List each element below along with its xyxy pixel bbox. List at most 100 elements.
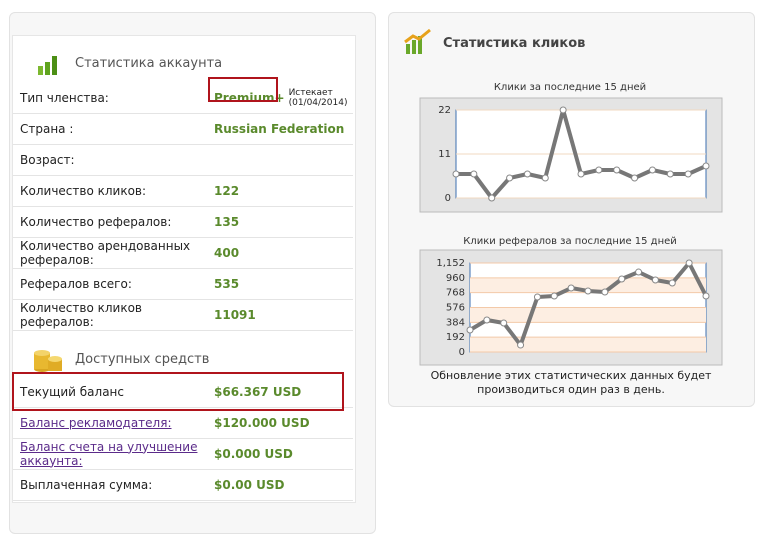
data-point [541, 174, 549, 182]
row: Количество кликов рефералов: 11091 [13, 299, 353, 331]
chart-title: Клики рефералов за последние 15 дней [463, 236, 677, 247]
data-point [584, 287, 592, 295]
row: Возраст: [13, 144, 353, 176]
row: Выплаченная сумма: $0.00 USD [13, 469, 353, 501]
data-point [618, 275, 626, 283]
y-tick-label: 384 [446, 317, 465, 328]
value-text: 11091 [214, 307, 256, 322]
row: Количество рефералов: 135 [13, 206, 353, 238]
row: Баланс рекламодателя: $120.000 USD [13, 407, 353, 439]
row-label: Количество кликов: [20, 183, 147, 198]
row-value: $120.000 USD [214, 407, 310, 438]
grid-band [470, 337, 706, 352]
data-point [702, 162, 710, 170]
chart-icon [404, 28, 431, 54]
data-point [666, 170, 674, 178]
data-point [506, 174, 514, 182]
value-text: Russian Federation [214, 121, 345, 136]
data-point [466, 326, 474, 334]
row-value: 400 [214, 237, 239, 268]
row: Страна : Russian Federation [13, 113, 353, 145]
coins-icon [34, 350, 62, 372]
data-point [684, 170, 692, 178]
data-point [635, 268, 643, 276]
row: Баланс счета на улучшение аккаунта: $0.00… [13, 438, 353, 470]
data-point [523, 170, 531, 178]
grid-band [470, 277, 706, 293]
data-point [488, 194, 496, 202]
data-point [595, 166, 603, 174]
row-label: Выплаченная сумма: [20, 477, 153, 492]
value-text: 122 [214, 183, 240, 198]
y-tick-label: 0 [459, 347, 465, 358]
data-point [533, 293, 541, 301]
row: Количество кликов: 122 [13, 175, 353, 207]
y-tick-label: 22 [438, 105, 451, 116]
data-point [470, 170, 478, 178]
y-tick-label: 768 [446, 288, 465, 299]
account-title: Статистика аккаунта [75, 56, 223, 71]
row-label: Рефералов всего: [20, 276, 132, 291]
row-label: Количество рефералов: [20, 214, 172, 229]
data-point [668, 279, 676, 287]
data-point [601, 288, 609, 296]
value-text: $66.367 USD [214, 384, 302, 399]
value-text: $120.000 USD [214, 415, 310, 430]
row: Количество арендованных рефералов: 400 [13, 237, 353, 269]
value-text: 535 [214, 276, 240, 291]
row-label: Количество кликов рефералов: [20, 300, 142, 329]
data-point [517, 341, 525, 349]
row-label[interactable]: Баланс рекламодателя: [20, 415, 172, 430]
value-text: $0.000 USD [214, 446, 293, 461]
data-point [613, 166, 621, 174]
data-point [651, 276, 659, 284]
row-value: 11091 [214, 299, 256, 330]
data-point [483, 316, 491, 324]
value-text: 400 [214, 245, 240, 260]
highlight-box [208, 77, 278, 102]
y-tick-label: 1,152 [436, 258, 465, 269]
data-point [577, 170, 585, 178]
row: Текущий баланс $66.367 USD [13, 376, 353, 408]
y-tick-label: 11 [438, 149, 451, 160]
data-point [559, 106, 567, 114]
chart-title: Клики за последние 15 дней [494, 82, 646, 93]
data-point [648, 166, 656, 174]
y-tick-label: 192 [446, 332, 465, 343]
row-label: Страна : [20, 121, 74, 136]
row: Тип членства: Premium+ Истекает (01/04/201… [13, 82, 353, 114]
highlight-box [12, 372, 344, 411]
row-value: 535 [214, 268, 239, 299]
row-value: Russian Federation [214, 113, 344, 144]
stats-icon [38, 56, 57, 75]
value-text: 135 [214, 214, 240, 229]
row-value: $0.000 USD [214, 438, 293, 469]
row-value: $0.00 USD [214, 469, 284, 500]
clicks-title: Статистика кликов [443, 36, 586, 51]
y-tick-label: 960 [446, 273, 465, 284]
row-value: 135 [214, 206, 239, 237]
data-point [685, 259, 693, 267]
data-point [550, 292, 558, 300]
data-point [702, 292, 710, 300]
row-label: Текущий баланс [20, 384, 124, 399]
row-label: Тип членства: [20, 90, 109, 105]
value-text: $0.00 USD [214, 477, 285, 492]
value-note: Истекает (01/04/2014) [288, 87, 348, 108]
row-value: 122 [214, 175, 239, 206]
chart: Клики рефералов за последние 15 дней 0 192… [419, 236, 723, 366]
update-note: Обновление этих статистических данных бу… [430, 369, 712, 396]
y-tick-label: 576 [446, 303, 465, 314]
row-label[interactable]: Баланс счета на улучшение аккаунта: [20, 439, 198, 468]
funds-title: Доступных средств [75, 352, 210, 367]
row-value: $66.367 USD [214, 376, 301, 407]
y-tick-label: 0 [445, 193, 451, 204]
row-label: Возраст: [20, 152, 75, 167]
row: Рефералов всего: 535 [13, 268, 353, 300]
data-point [500, 319, 508, 327]
row-label: Количество арендованных рефералов: [20, 238, 191, 267]
data-point [631, 174, 639, 182]
data-point [567, 284, 575, 292]
data-point [452, 170, 460, 178]
